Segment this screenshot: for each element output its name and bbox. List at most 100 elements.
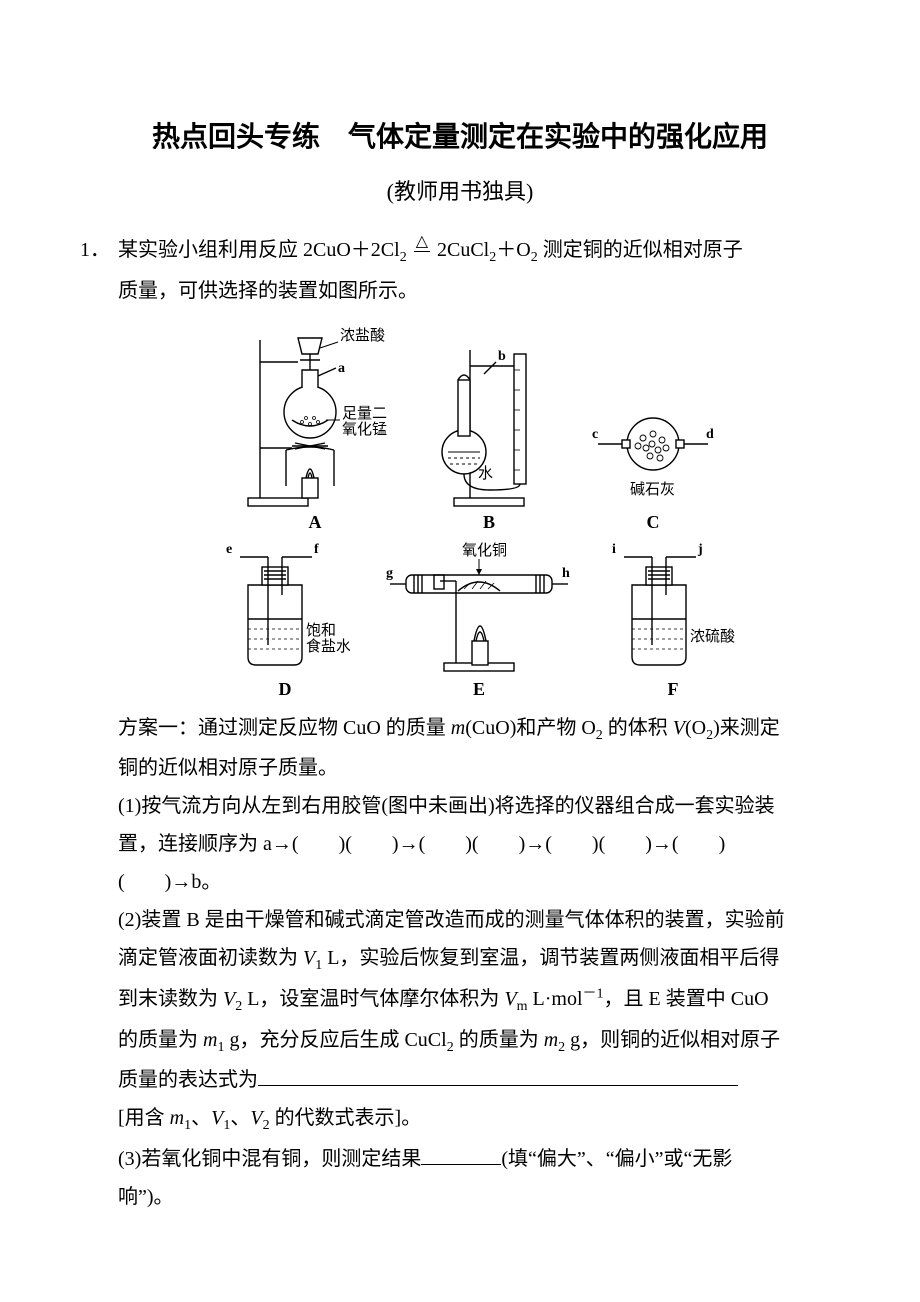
- page-title: 热点回头专练 气体定量测定在实验中的强化应用: [80, 110, 840, 163]
- page-subtitle: (教师用书独具): [80, 171, 840, 213]
- question-1: 1． 某实验小组利用反应 2CuO＋2Cl2 △ 2CuCl2＋O2 测定铜的近…: [80, 231, 840, 1216]
- arrow: →: [399, 833, 419, 855]
- port-i: i: [612, 542, 616, 557]
- label-water: 水: [478, 465, 493, 482]
- label-conc-hcl: 浓盐酸: [340, 327, 385, 344]
- var-m1: m: [203, 1029, 217, 1051]
- text: L，设室温时气体摩尔体积为: [242, 988, 504, 1010]
- blank: [679, 833, 719, 855]
- part2-line4: 的质量为 m1 g，充分反应后生成 CuCl2 的质量为 m2 g，则铜的近似相…: [118, 1021, 840, 1062]
- eq-line: [414, 252, 430, 269]
- apparatus-A-label: A: [309, 512, 322, 534]
- slot: ( )( ): [419, 833, 526, 855]
- port-j: j: [697, 542, 703, 557]
- plan1-line1: 方案一：通过测定反应物 CuO 的质量 m(CuO)和产物 O2 的体积 V(O…: [118, 709, 840, 750]
- port-c: c: [592, 427, 598, 442]
- arrow: →: [652, 833, 672, 855]
- part2-line5: 质量的表达式为: [118, 1061, 840, 1099]
- slot: ( )( ): [292, 833, 399, 855]
- text: g，充分反应后生成 CuCl: [224, 1029, 446, 1051]
- arrow: →: [525, 833, 545, 855]
- text: 测定铜的近似相对原子: [538, 239, 743, 261]
- text: (O: [685, 717, 706, 739]
- answer-blank-short: [421, 1142, 501, 1165]
- var-V: V: [673, 717, 685, 739]
- text: ，且 E 装置中 CuO: [604, 988, 769, 1010]
- blank: [299, 833, 339, 855]
- label-mno2-1: 足量二: [342, 405, 387, 422]
- apparatus-B-label: B: [483, 512, 495, 534]
- part1-line1: (1)按气流方向从左到右用胶管(图中未画出)将选择的仪器组合成一套实验装: [118, 787, 840, 825]
- apparatus-B: b 水 B: [424, 320, 554, 534]
- slot: ( ): [672, 833, 725, 855]
- diagram-row-2: e f 饱和 食盐水 D: [118, 537, 840, 701]
- text: (CuO)和产物 O: [465, 717, 596, 739]
- port-d: d: [706, 427, 714, 442]
- text: 滴定管液面初读数为: [118, 947, 303, 969]
- text: (3)若氧化铜中混有铜，则测定结果: [118, 1148, 421, 1170]
- port-b: b: [498, 349, 506, 364]
- var-V2: V: [250, 1107, 262, 1129]
- port-a: a: [338, 361, 345, 376]
- apparatus-C: c d 碱石灰 C: [588, 400, 718, 534]
- blank: [125, 871, 165, 893]
- sub: 2: [531, 250, 538, 265]
- diagram-row-1: 浓盐酸 a 足量二 氧化锰 A: [118, 320, 840, 534]
- sub: 2: [400, 250, 407, 265]
- text: g，则铜的近似相对原子: [565, 1029, 780, 1051]
- sub: 2: [263, 1118, 270, 1133]
- part3-line1: (3)若氧化铜中混有铜，则测定结果 (填“偏大”、“偏小”或“无影: [118, 1140, 840, 1178]
- text: 质量的表达式为: [118, 1069, 258, 1091]
- text: (填“偏大”、“偏小”或“无影: [501, 1148, 732, 1170]
- apparatus-C-svg: c d 碱石灰: [588, 400, 718, 510]
- text: 到末读数为: [118, 988, 223, 1010]
- plan1-line2: 铜的近似相对原子质量。: [118, 749, 840, 787]
- apparatus-C-label: C: [647, 512, 660, 534]
- page: 热点回头专练 气体定量测定在实验中的强化应用 (教师用书独具) 1． 某实验小组…: [0, 0, 920, 1296]
- part1-line2: 置，连接顺序为 a→( )( )→( )( )→( )( )→( ): [118, 825, 840, 863]
- apparatus-E: 氧化铜 g h E: [384, 537, 574, 701]
- label-h2so4: 浓硫酸: [690, 628, 735, 645]
- label-cuo: 氧化铜: [462, 542, 507, 559]
- text: 的代数式表示]。: [270, 1107, 422, 1129]
- text: L，实验后恢复到室温，调节装置两侧液面相平后得: [322, 947, 779, 969]
- text: →b。: [171, 871, 221, 893]
- part1-line3: ( )→b。: [118, 863, 840, 901]
- sub: m: [517, 999, 528, 1014]
- part2-line2: 滴定管液面初读数为 V1 L，实验后恢复到室温，调节装置两侧液面相平后得: [118, 939, 840, 980]
- label-mno2-2: 氧化锰: [342, 421, 387, 438]
- port-h: h: [562, 566, 570, 581]
- sub: 2: [596, 728, 603, 743]
- blank: [479, 833, 519, 855]
- apparatus-F: i j 浓硫酸 F: [608, 537, 738, 701]
- text: 方案一：通过测定反应物 CuO 的质量: [118, 717, 451, 739]
- var-Vm: V: [504, 988, 516, 1010]
- apparatus-E-label: E: [473, 679, 485, 701]
- label-nacl2: 食盐水: [306, 638, 350, 655]
- apparatus-E-svg: 氧化铜 g h: [384, 537, 574, 677]
- label-nacl1: 饱和: [306, 622, 336, 639]
- reaction-arrow: △: [414, 234, 430, 269]
- var-m: m: [451, 717, 465, 739]
- blank: [425, 833, 465, 855]
- apparatus-B-svg: b 水: [424, 320, 554, 510]
- part3-line2: 响”)。: [118, 1178, 840, 1216]
- apparatus-A-svg: 浓盐酸 a 足量二 氧化锰: [240, 320, 390, 510]
- blank: [552, 833, 592, 855]
- slot: ( )( ): [545, 833, 652, 855]
- text: )来测定: [713, 717, 780, 739]
- sub: 2: [447, 1040, 454, 1055]
- text: 、: [230, 1107, 250, 1129]
- apparatus-diagram: 浓盐酸 a 足量二 氧化锰 A: [118, 320, 840, 701]
- sup: －1: [583, 986, 604, 1001]
- text: 的质量为: [118, 1029, 203, 1051]
- port-f: f: [314, 542, 319, 557]
- var-m1: m: [170, 1107, 184, 1129]
- q1-intro-line1: 某实验小组利用反应 2CuO＋2Cl2 △ 2CuCl2＋O2 测定铜的近似相对…: [118, 231, 840, 272]
- text: 的质量为: [454, 1029, 544, 1051]
- text: [用含: [118, 1107, 170, 1129]
- port-g: g: [386, 566, 393, 581]
- text: 置，连接顺序为 a→: [118, 833, 292, 855]
- triangle-symbol: △: [414, 234, 430, 252]
- slot: ( ): [118, 871, 171, 893]
